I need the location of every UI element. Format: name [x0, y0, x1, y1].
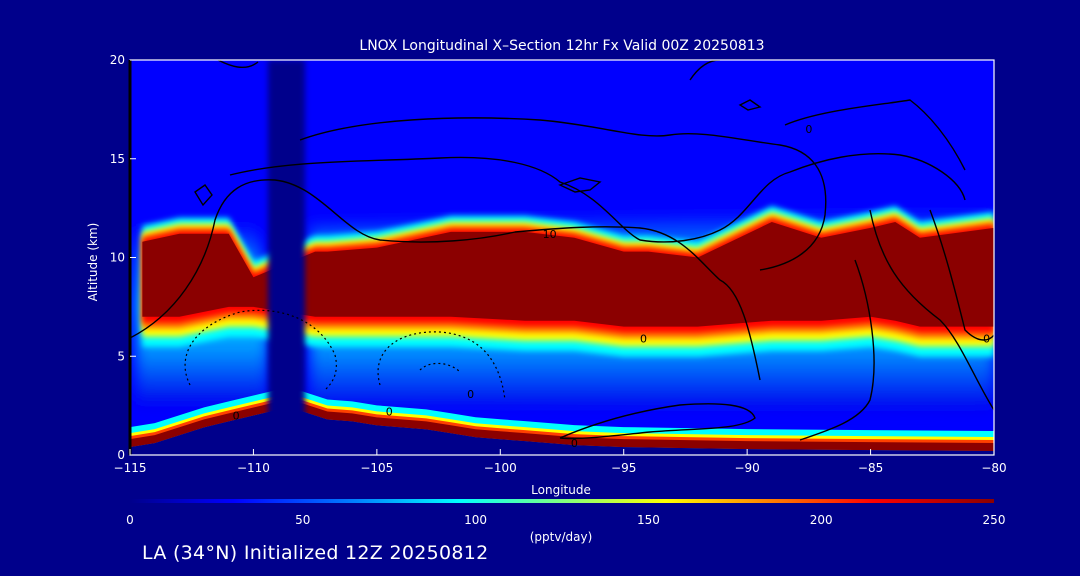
contour-lines [130, 60, 994, 441]
plot-area: 10 0 0 0 0 0 0 0 [130, 60, 994, 455]
contour-label: 10 [543, 228, 557, 241]
colorbar-units: (pptv/day) [530, 530, 593, 544]
contour-labels: 10 0 0 0 0 0 0 0 [233, 123, 990, 450]
y-tick-label: 5 [117, 349, 125, 363]
initialization-footer: LA (34°N) Initialized 12Z 20250812 [142, 542, 489, 564]
x-tick-label: −90 [734, 461, 759, 475]
colorbar [130, 499, 994, 503]
colorbar-tick-label: 200 [810, 513, 833, 527]
colorbar-tick-label: 100 [464, 513, 487, 527]
negative-contour-lines [184, 309, 506, 401]
contour-label: 0 [571, 437, 578, 450]
high-emission-band [142, 205, 994, 357]
surface-emission-layer [130, 389, 994, 452]
colorbar-tick-labels: 0 50 100 150 200 250 [126, 513, 1005, 527]
y-tick-label: 15 [110, 152, 125, 166]
contour-label: 0 [386, 406, 393, 419]
colorbar-tick-label: 50 [295, 513, 310, 527]
x-axis-label: Longitude [531, 483, 591, 497]
chart-title: LNOX Longitudinal X–Section 12hr Fx Vali… [359, 38, 764, 54]
x-tick-label: −110 [237, 461, 270, 475]
contour-label: 0 [805, 123, 812, 136]
x-tick-label: −115 [114, 461, 147, 475]
terrain-mask [130, 409, 994, 455]
x-axis-ticks: −115 −110 −105 −100 −95 −90 −85 −80 [114, 449, 1007, 475]
colorbar-tick-label: 150 [637, 513, 660, 527]
colorbar-tick-label: 0 [126, 513, 134, 527]
contour-label: 0 [467, 388, 474, 401]
y-tick-label: 10 [110, 251, 125, 265]
x-tick-label: −105 [360, 461, 393, 475]
surface-emission-contour [130, 401, 994, 452]
emission-contour-layer [142, 221, 994, 327]
y-axis-label: Altitude (km) [86, 223, 100, 302]
contour-label: 0 [233, 410, 240, 423]
surface-emission-contour [130, 395, 994, 452]
x-tick-label: −80 [981, 461, 1006, 475]
x-tick-label: −95 [611, 461, 636, 475]
colorbar-tick-label: 250 [983, 513, 1006, 527]
y-tick-label: 20 [110, 53, 125, 67]
contour-label: 0 [983, 332, 990, 345]
y-tick-label: 0 [117, 448, 125, 462]
y-axis-ticks: 0 5 10 15 20 [110, 53, 136, 462]
x-tick-label: −100 [484, 461, 517, 475]
convective-gap [268, 60, 305, 455]
surface-emission-contour [130, 398, 994, 452]
x-tick-label: −85 [858, 461, 883, 475]
contour-label: 0 [640, 332, 647, 345]
